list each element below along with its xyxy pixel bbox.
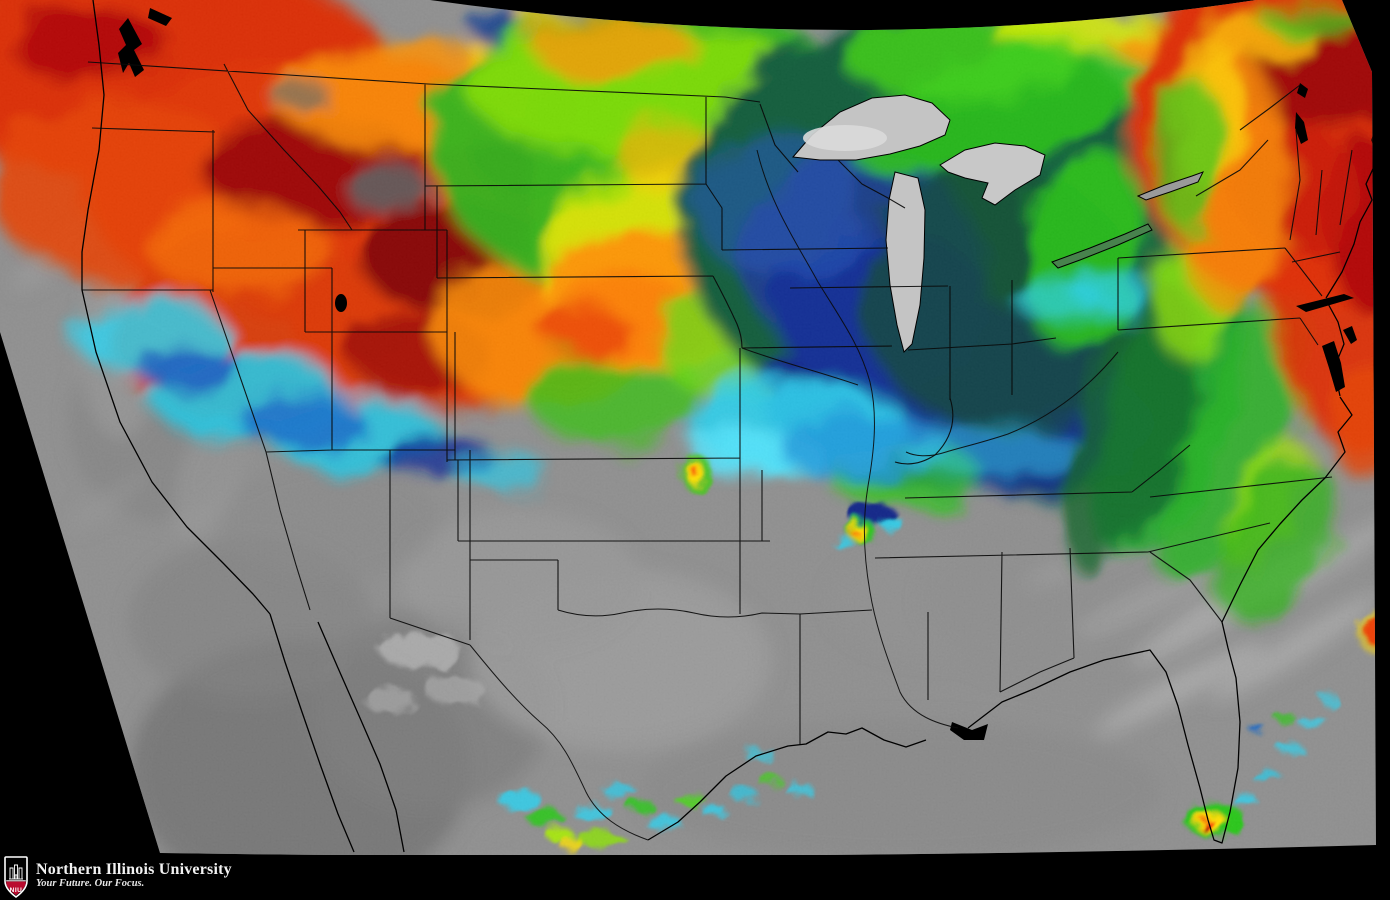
state-borders (82, 61, 1353, 745)
niu-shield-icon: NIU (4, 856, 28, 898)
satellite-ir-map-image (0, 0, 1376, 856)
niu-shield-acronym: NIU (10, 887, 23, 894)
water-fills (118, 8, 1357, 740)
rivers (469, 149, 1119, 841)
great-lakes (792, 94, 1205, 353)
university-tagline: Your Future. Our Focus. (36, 878, 145, 889)
footer-bar: NIU Northern Illinois University Your Fu… (0, 855, 1390, 900)
niu-logo: NIU Northern Illinois University Your Fu… (4, 856, 232, 898)
university-name: Northern Illinois University (36, 861, 232, 878)
grain-texture (0, 0, 1376, 856)
